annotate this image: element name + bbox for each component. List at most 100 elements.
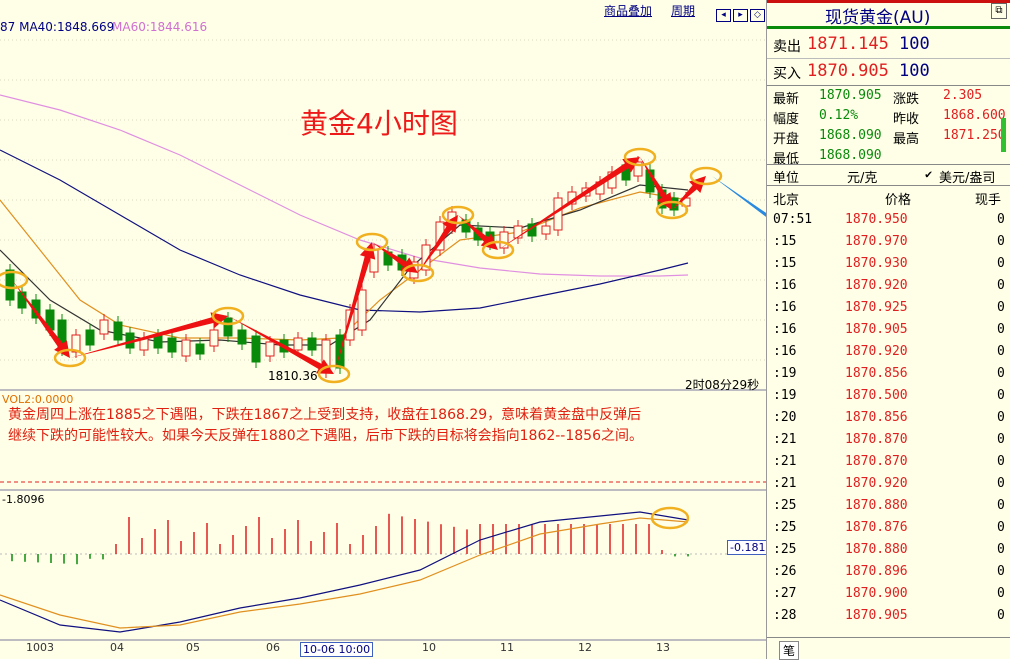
tick-qty: 0 <box>997 476 1005 491</box>
x-tick: 05 <box>186 641 200 654</box>
tick-row: :21 1870.870 0 <box>767 452 1010 474</box>
pivot-circle <box>317 364 351 384</box>
stat-value: 2.305 <box>943 88 983 103</box>
col-price: 价格 <box>885 193 912 208</box>
candle-body <box>5 269 15 301</box>
tick-qty: 0 <box>997 410 1005 425</box>
tick-time: :26 <box>773 564 797 579</box>
tick-qty: 0 <box>997 564 1005 579</box>
quote-sidebar: 现货黄金(AU) ⧉ 卖出 1871.145 100 买入 1870.905 1… <box>766 0 1010 660</box>
sidebar-footer: 笔 <box>767 637 1010 660</box>
macd-circle <box>650 506 690 530</box>
tab-trades[interactable]: 笔 <box>779 641 800 660</box>
tick-qty: 0 <box>997 520 1005 535</box>
buy-label: 买入 <box>773 66 801 82</box>
kline-chart-panel[interactable]: 87 MA40:1848.669 MA60:1844.616 商品叠加 周期 ◂… <box>0 0 766 659</box>
candle-body <box>345 309 355 341</box>
unit-value[interactable]: 元/克 <box>847 171 878 186</box>
trend-arrow <box>334 242 376 374</box>
unit-label: 单位 <box>773 171 800 186</box>
tick-qty: 0 <box>997 432 1005 447</box>
trend-arrow <box>372 242 418 273</box>
tick-price: 1870.950 <box>845 212 908 227</box>
dea-line <box>0 517 689 629</box>
stat-label: 开盘 <box>773 132 800 147</box>
tick-qty: 0 <box>997 608 1005 623</box>
vol-label: VOL2:0.0000 <box>2 393 74 406</box>
tick-time: 07:51 <box>773 212 813 227</box>
period-link[interactable]: 周期 <box>671 4 696 18</box>
tick-time: :28 <box>773 608 797 623</box>
candle-body <box>167 337 177 353</box>
dif-line <box>0 511 689 633</box>
tick-qty: 0 <box>997 388 1005 403</box>
tick-price: 1870.900 <box>845 586 908 601</box>
scroll-indicator <box>1001 118 1006 152</box>
tick-time: :25 <box>773 498 797 513</box>
tick-time: :25 <box>773 520 797 535</box>
zoom-icon[interactable]: ◇ <box>750 9 765 22</box>
tick-time: :16 <box>773 300 797 315</box>
tick-price: 1870.856 <box>845 410 908 425</box>
tick-row: :27 1870.900 0 <box>767 584 1010 606</box>
nav-right-icon[interactable]: ▸ <box>733 9 748 22</box>
tick-price: 1870.880 <box>845 498 908 513</box>
unit-row: 单位 元/克 ✔ 美元/盎司 <box>767 164 1010 186</box>
candle-body <box>357 289 367 331</box>
tick-price: 1870.876 <box>845 520 908 535</box>
tick-time: :15 <box>773 256 797 271</box>
tick-row: :25 1870.880 0 <box>767 540 1010 562</box>
trend-arrow <box>12 280 70 358</box>
sell-price: 1871.145 <box>807 34 889 54</box>
ma60-label: MA60:1844.616 <box>112 20 208 34</box>
unit-alt-toggle[interactable]: 美元/盎司 <box>939 171 996 186</box>
stat-label: 涨跌 <box>893 92 920 107</box>
tick-row: :20 1870.856 0 <box>767 408 1010 430</box>
ma60-line <box>0 94 689 277</box>
overlay-link[interactable]: 商品叠加 <box>604 4 653 18</box>
pivot-circle <box>623 147 657 167</box>
nav-buttons: ◂ ▸ ◇ <box>716 2 765 22</box>
candle-body <box>209 329 219 347</box>
tick-row: :19 1870.856 0 <box>767 364 1010 386</box>
stat-label: 昨收 <box>893 112 920 127</box>
tick-row: :21 1870.920 0 <box>767 474 1010 496</box>
trend-arrow <box>228 316 334 374</box>
popout-icon[interactable]: ⧉ <box>991 3 1007 19</box>
candle-body <box>223 317 233 337</box>
tick-price: 1870.970 <box>845 234 908 249</box>
pivot-circle <box>355 232 389 252</box>
tick-row: :16 1870.905 0 <box>767 320 1010 342</box>
stat-label: 最新 <box>773 92 800 107</box>
tick-price: 1870.925 <box>845 300 908 315</box>
pivot-circle <box>401 263 435 283</box>
stat-value: 1868.090 <box>819 148 882 163</box>
annotation-text: 黄金周四上涨在1885之下遇阻，下跌在1867之上受到支持，收盘在1868.29… <box>8 405 748 447</box>
tick-row: :16 1870.920 0 <box>767 276 1010 298</box>
tick-price: 1870.870 <box>845 432 908 447</box>
candle-body <box>499 231 509 249</box>
candle-body <box>181 339 191 357</box>
chart-canvas[interactable] <box>0 0 766 659</box>
tick-qty: 0 <box>997 322 1005 337</box>
nav-left-icon[interactable]: ◂ <box>716 9 731 22</box>
candle-body <box>633 161 643 177</box>
countdown-label: 2时08分29秒 <box>685 378 760 392</box>
pivot-circle <box>53 348 87 368</box>
tick-row: :28 1870.905 0 <box>767 606 1010 628</box>
annotation-line: 黄金周四上涨在1885之下遇阻，下跌在1867之上受到支持，收盘在1868.29… <box>8 407 642 423</box>
candle-body <box>71 334 81 353</box>
candle-body <box>421 244 431 271</box>
annotation-line: 继续下跌的可能性较大。如果今天反弹在1880之下遇阻，后市下跌的目标将会指向18… <box>8 428 643 444</box>
col-qty: 现手 <box>975 193 1002 208</box>
tick-qty: 0 <box>997 542 1005 557</box>
tick-row: :26 1870.896 0 <box>767 562 1010 584</box>
tick-price: 1870.896 <box>845 564 908 579</box>
instrument-title: 现货黄金(AU) <box>825 8 931 28</box>
tick-qty: 0 <box>997 234 1005 249</box>
stat-value: 1870.905 <box>819 88 882 103</box>
tick-qty: 0 <box>997 454 1005 469</box>
tick-price: 1870.880 <box>845 542 908 557</box>
sell-label: 卖出 <box>773 39 801 55</box>
check-icon: ✔ <box>925 167 933 181</box>
